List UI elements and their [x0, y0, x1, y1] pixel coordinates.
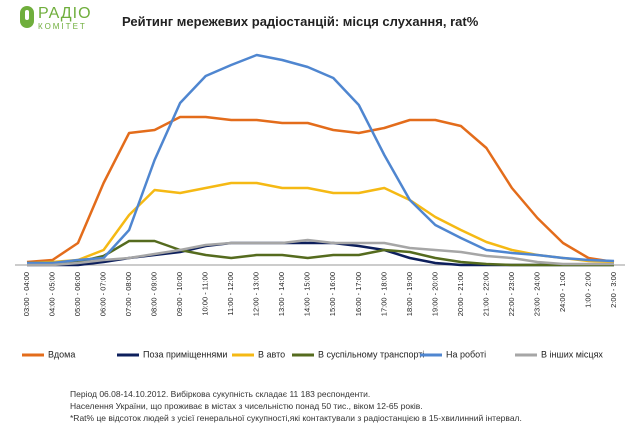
- logo-top: РАДІО: [38, 5, 92, 22]
- series-line: [26, 115, 615, 264]
- logo-mic: [25, 10, 29, 20]
- x-tick-label: 10:00 - 11:00: [201, 272, 210, 316]
- series-line: [26, 181, 615, 265]
- note: *Rat% це відсоток людей з усієї генераль…: [70, 413, 522, 423]
- x-tick-label: 17:00 - 18:00: [379, 272, 388, 316]
- x-tick-label: 23:00 - 24:00: [532, 272, 541, 316]
- x-tick-label: 09:00 - 10:00: [175, 272, 184, 316]
- series-line: [27, 238, 614, 267]
- x-tick-label: 2:00 - 3:00: [609, 272, 618, 308]
- x-tick-label: 16:00 - 17:00: [354, 272, 363, 316]
- x-tick-label: 06:00 - 07:00: [99, 272, 108, 316]
- x-tick-label: 04:00 - 05:00: [48, 272, 57, 316]
- x-tick-label: 12:00 - 13:00: [252, 272, 261, 316]
- legend-label: Поза приміщеннями: [143, 349, 227, 359]
- x-tick-label: 11:00 - 12:00: [226, 272, 235, 316]
- x-tick-label: 18:00 - 19:00: [405, 272, 414, 316]
- x-tick-label: 08:00 - 09:00: [150, 272, 159, 316]
- legend-label: В суспільному транспорті: [318, 349, 424, 359]
- x-tick-label: 22:00 - 23:00: [507, 272, 516, 316]
- x-tick-label: 21:00 - 22:00: [481, 272, 490, 316]
- x-tick-label: 07:00 - 08:00: [124, 272, 133, 316]
- note: Населення України, що проживає в містах …: [70, 401, 423, 411]
- x-tick-label: 15:00 - 16:00: [328, 272, 337, 316]
- x-tick-label: 05:00 - 06:00: [73, 272, 82, 316]
- logo-bottom: КОМІТЕТ: [38, 22, 87, 31]
- x-tick-label: 14:00 - 15:00: [303, 272, 312, 316]
- x-tick-label: 24:00 - 1:00: [558, 272, 567, 312]
- legend-label: В інших місцях: [541, 349, 603, 359]
- legend-label: На роботі: [446, 349, 486, 359]
- note: Період 06.08-14.10.2012. Вибіркова сукуп…: [70, 389, 370, 399]
- x-tick-label: 1:00 - 2:00: [583, 272, 592, 308]
- x-tick-label: 03:00 - 04:00: [22, 272, 31, 316]
- series-line: [27, 239, 614, 267]
- legend-label: Вдома: [48, 349, 75, 359]
- logo: РАДІО КОМІТЕТ: [20, 5, 92, 31]
- x-tick-label: 13:00 - 14:00: [277, 272, 286, 316]
- chart-title: Рейтинг мережевих радіостанцій: місця сл…: [122, 14, 479, 29]
- legend-label: В авто: [258, 349, 285, 359]
- x-tick-label: 20:00 - 21:00: [456, 272, 465, 316]
- series-line: [27, 53, 615, 265]
- x-tick-label: 19:00 - 20:00: [430, 272, 439, 316]
